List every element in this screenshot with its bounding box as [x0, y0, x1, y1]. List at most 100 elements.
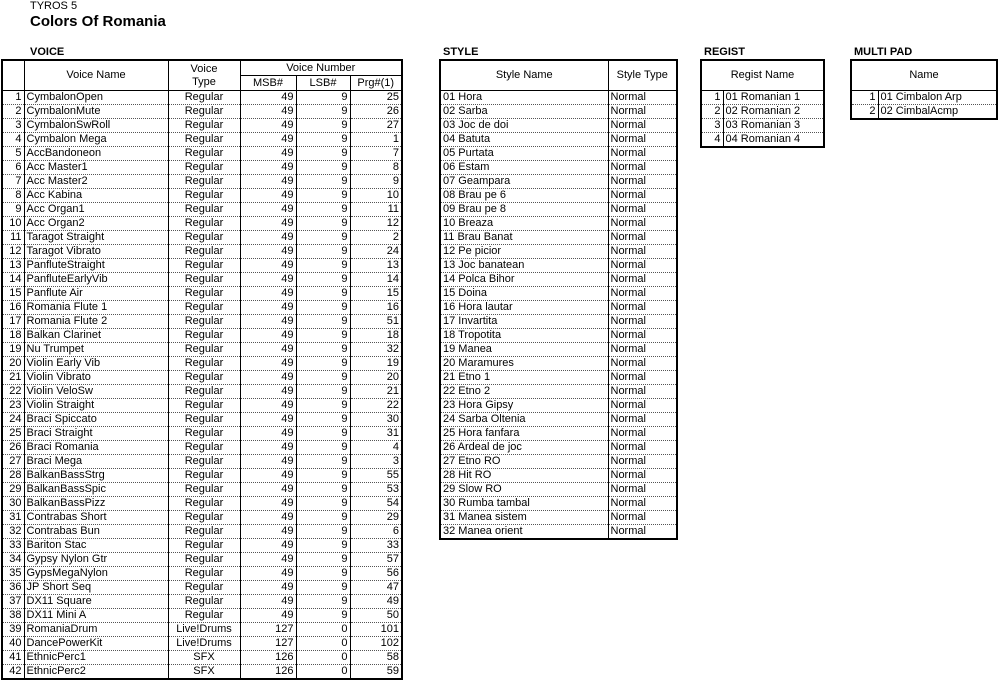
cell: 29 Slow RO — [439, 482, 609, 497]
row: 24 Braci Spiccato Regular 49 9 30 — [1, 412, 403, 427]
row: 20 Violin Early Vib Regular 49 9 19 — [1, 356, 403, 371]
cell: 49 — [239, 468, 297, 483]
cell: 102 — [349, 636, 403, 651]
cell: 4 — [349, 440, 403, 455]
row: 10 Breaza Normal — [439, 216, 678, 231]
cell: Acc Organ2 — [23, 216, 169, 231]
cell: Regular — [167, 496, 241, 511]
cell: 9 — [295, 244, 351, 259]
row: 15 Doina Normal — [439, 286, 678, 301]
cell: 3 — [700, 118, 724, 133]
cell: 9 — [295, 524, 351, 539]
cell: 49 — [239, 216, 297, 231]
cell: 03 Joc de doi — [439, 118, 609, 133]
cell: 49 — [239, 258, 297, 273]
cell: 41 — [1, 650, 25, 665]
cell: 18 — [349, 328, 403, 343]
cell: Normal — [607, 118, 678, 133]
cell: 9 — [295, 580, 351, 595]
row: 25 Hora fanfara Normal — [439, 426, 678, 441]
cell: PanfluteStraight — [23, 258, 169, 273]
cell: 03 Romanian 3 — [722, 118, 825, 133]
cell: Braci Straight — [23, 426, 169, 441]
cell: 9 — [295, 384, 351, 399]
cell: 01 Hora — [439, 90, 609, 105]
cell: 49 — [239, 580, 297, 595]
cell: Regular — [167, 552, 241, 567]
row: 32 Contrabas Bun Regular 49 9 6 — [1, 524, 403, 539]
cell: 24 Sarba Oltenia — [439, 412, 609, 427]
cell: Taragot Vibrato — [23, 244, 169, 259]
cell: 7 — [1, 174, 25, 189]
cell: Gypsy Nylon Gtr — [23, 552, 169, 567]
cell: 24 — [349, 244, 403, 259]
row: 38 DX11 Mini A Regular 49 9 50 — [1, 608, 403, 623]
cell: Regular — [167, 104, 241, 119]
cell: 38 — [1, 608, 25, 623]
cell: Regular — [167, 384, 241, 399]
row: 1 01 Romanian 1 — [700, 90, 825, 105]
cell: 9 — [295, 328, 351, 343]
cell: 16 — [1, 300, 25, 315]
cell: 49 — [239, 356, 297, 371]
cell: 7 — [349, 146, 403, 161]
cell: 101 — [349, 622, 403, 637]
cell: 11 — [1, 230, 25, 245]
cell: 17 Invartita — [439, 314, 609, 329]
cell: Normal — [607, 482, 678, 497]
cell: 21 — [349, 384, 403, 399]
cell: Regular — [167, 342, 241, 357]
cell: Regular — [167, 440, 241, 455]
cell: Regular — [167, 580, 241, 595]
cell: 9 — [295, 174, 351, 189]
cell: 12 — [1, 244, 25, 259]
cell: 9 — [295, 356, 351, 371]
cell: Violin Early Vib — [23, 356, 169, 371]
cell: 20 Maramures — [439, 356, 609, 371]
cell: 22 Etno 2 — [439, 384, 609, 399]
cell: 49 — [239, 90, 297, 105]
cell: 28 — [1, 468, 25, 483]
cell: 9 — [295, 216, 351, 231]
cell: 13 — [1, 258, 25, 273]
cell: 4 — [700, 132, 724, 148]
row: 20 Maramures Normal — [439, 356, 678, 371]
row: 24 Sarba Oltenia Normal — [439, 412, 678, 427]
cell: 49 — [239, 594, 297, 609]
cell: 49 — [239, 440, 297, 455]
cell: Normal — [607, 356, 678, 371]
cell: Normal — [607, 132, 678, 147]
cell: 17 — [1, 314, 25, 329]
row: 35 GypsMegaNylon Regular 49 9 56 — [1, 566, 403, 581]
cell: 49 — [239, 426, 297, 441]
row: 7 Acc Master2 Regular 49 9 9 — [1, 174, 403, 189]
cell: Contrabas Short — [23, 510, 169, 525]
row: 31 Manea sistem Normal — [439, 510, 678, 525]
cell: 9 — [295, 594, 351, 609]
cell: 126 — [239, 650, 297, 665]
row: 39 RomaniaDrum Live!Drums 127 0 101 — [1, 622, 403, 637]
cell: 1 — [700, 90, 724, 105]
cell: Regular — [167, 188, 241, 203]
cell: 6 — [1, 160, 25, 175]
cell: 40 — [1, 636, 25, 651]
row: 37 DX11 Square Regular 49 9 49 — [1, 594, 403, 609]
cell: 9 — [295, 160, 351, 175]
row: 27 Etno RO Normal — [439, 454, 678, 469]
cell: Regular — [167, 160, 241, 175]
cell: 49 — [239, 454, 297, 469]
row: 22 Etno 2 Normal — [439, 384, 678, 399]
cell: 2 — [349, 230, 403, 245]
cell: 49 — [239, 384, 297, 399]
cell: Normal — [607, 90, 678, 105]
cell: Normal — [607, 426, 678, 441]
cell: Normal — [607, 258, 678, 273]
cell: 49 — [239, 398, 297, 413]
cell: 2 — [700, 104, 724, 119]
cell: Normal — [607, 412, 678, 427]
cell: 49 — [239, 510, 297, 525]
cell: 0 — [295, 664, 351, 680]
cell: Normal — [607, 370, 678, 385]
row: 17 Romania Flute 2 Regular 49 9 51 — [1, 314, 403, 329]
